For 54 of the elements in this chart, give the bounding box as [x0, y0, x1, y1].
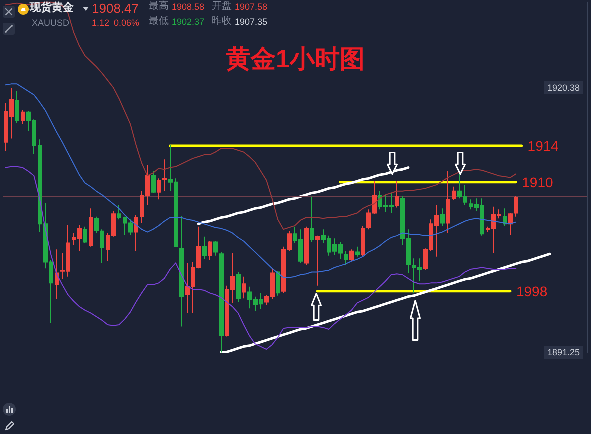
- candlestick: [202, 236, 207, 260]
- candlestick: [315, 235, 320, 286]
- annotation: XAUUSD: [32, 18, 70, 28]
- candlestick: [446, 170, 450, 234]
- candlestick: [134, 214, 138, 252]
- candlestick: [55, 249, 59, 300]
- annotation: 开盘: [212, 1, 232, 12]
- candlestick: [162, 159, 167, 192]
- candlestick: [179, 215, 184, 328]
- chart-subtitle: 现货黄金: [30, 2, 74, 14]
- candlestick: [213, 240, 218, 256]
- annotation: 1907.58: [235, 2, 268, 12]
- candlestick: [208, 240, 212, 261]
- annotation: 1.12: [92, 18, 110, 28]
- candlestick: [310, 196, 314, 243]
- y-tick-label: 1891.25: [547, 348, 580, 358]
- annotation: 最低: [149, 16, 169, 27]
- candlestick: [157, 178, 161, 200]
- candlestick: [503, 208, 507, 226]
- annotation: 1902.37: [172, 17, 205, 27]
- line-series: [5, 166, 517, 350]
- series-label: 1998: [516, 283, 548, 300]
- candlestick: [508, 212, 513, 236]
- y-tick-label: 1920.38: [547, 83, 580, 93]
- candlestick: [344, 250, 348, 266]
- line-series: [5, 84, 517, 278]
- candlestick: [94, 216, 99, 234]
- candlestick: [89, 208, 93, 248]
- candlestick: [452, 186, 456, 201]
- candlestick: [355, 246, 360, 258]
- candlestick: [514, 195, 518, 218]
- candlestick: [15, 90, 19, 124]
- text: 黄金1小时图: [225, 46, 365, 74]
- annotation: 1908.58: [172, 2, 205, 12]
- candlestick: [236, 272, 241, 303]
- candlestick: [304, 226, 309, 266]
- candlestick: [242, 276, 246, 300]
- candlestick: [395, 180, 399, 208]
- series-label: 1910: [522, 174, 554, 190]
- annotation: 1907.35: [235, 17, 268, 27]
- series-label: 1914: [528, 138, 560, 154]
- candlestick: [349, 249, 354, 262]
- candlestick: [83, 226, 87, 244]
- candlestick: [21, 110, 25, 125]
- annotation: 0.06%: [114, 18, 140, 28]
- annotation: 最高: [149, 1, 169, 12]
- candlestick: [151, 170, 156, 194]
- candlestick: [276, 270, 280, 296]
- annotation: 1908.47: [92, 1, 139, 16]
- annotation: 昨收: [212, 16, 232, 27]
- candlestick: [440, 208, 445, 226]
- candlestick: [117, 204, 121, 220]
- candlestick: [219, 252, 224, 354]
- candlestick: [100, 229, 104, 264]
